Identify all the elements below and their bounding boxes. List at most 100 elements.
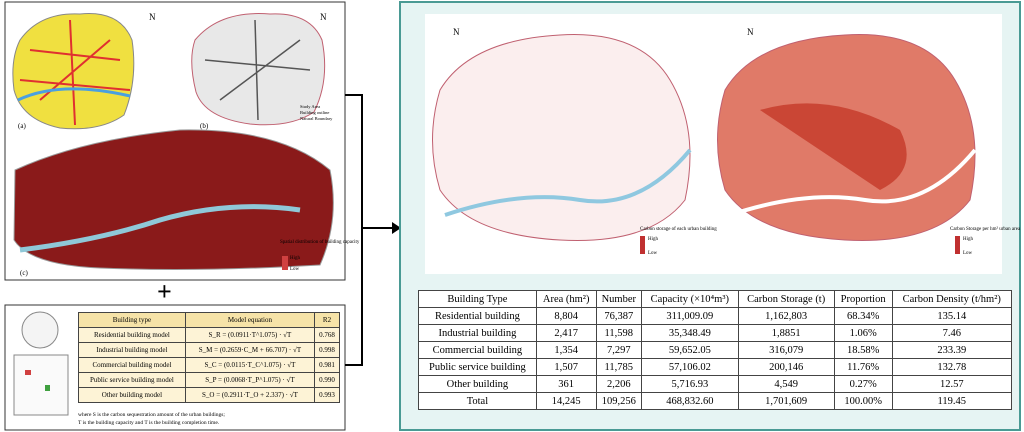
plus-sign: +: [157, 277, 172, 306]
table-cell: Other building: [418, 375, 537, 393]
table-cell: 0.990: [314, 372, 340, 388]
table-cell: 0.993: [314, 387, 340, 403]
result-table: Building Type Area (hm²) Number Capacity (×…: [418, 290, 1013, 410]
table-cell: 8,804: [535, 307, 597, 325]
table-cell: 233.39: [891, 341, 1013, 359]
sample-map: [13, 354, 69, 416]
study-area-icon: [21, 311, 59, 349]
table-cell: Public service building model: [78, 372, 186, 388]
table-cell: 12.57: [891, 375, 1013, 393]
table-cell: 7.46: [891, 324, 1013, 342]
header-cell: Area (hm²): [535, 290, 597, 308]
table-cell: 35,348.49: [641, 324, 739, 342]
table-cell: Total: [418, 392, 537, 410]
header-cell: Building type: [78, 312, 186, 328]
map-c: [13, 129, 334, 270]
table-cell: Commercial building: [418, 341, 537, 359]
table-cell: 132.78: [891, 358, 1013, 376]
table-cell: 4,549: [737, 375, 835, 393]
map-b-buildings: [204, 19, 311, 121]
table-row: Building Type Area (hm²) Number Capacity (×…: [418, 290, 1013, 308]
table-cell: 57,106.02: [641, 358, 739, 376]
table-cell: 1,507: [535, 358, 597, 376]
header-cell: Capacity (×10⁴m³): [641, 290, 739, 308]
table-cell: 119.45: [891, 392, 1013, 410]
table-cell: 59,652.05: [641, 341, 739, 359]
table-cell: S_C = (0.0115·T_C^1.075) · √T: [184, 357, 316, 373]
map-a-river: [17, 87, 131, 102]
table-cell: Other building model: [78, 387, 186, 403]
table-cell: 316,079: [737, 341, 835, 359]
table-cell: 200,146: [737, 358, 835, 376]
table-row: Industrial building 2,417 11,598 35,348.49 1…: [418, 324, 1013, 342]
table-cell: 100.00%: [833, 392, 893, 410]
map-legend-title: Carbon storage of each urban building: [640, 227, 717, 232]
table-cell: 311,009.09: [641, 307, 739, 325]
table-row: Commercial building model S_C = (0.0115·T…: [78, 357, 340, 373]
legend-label: Study Area: [300, 104, 320, 109]
header-cell: Model equation: [184, 312, 316, 328]
legend-label: Low: [648, 251, 658, 256]
header-cell: Carbon Density (t/hm²): [891, 290, 1013, 308]
sample: [45, 385, 50, 391]
legend-label: High: [648, 237, 659, 242]
header-cell: Proportion: [833, 290, 893, 308]
map-d-river: [444, 148, 692, 217]
table-cell: 76,387: [595, 307, 643, 325]
table-cell: 135.14: [891, 307, 1013, 325]
table-cell: 11,785: [595, 358, 643, 376]
map-a-roads: [19, 19, 131, 126]
connector: [345, 94, 392, 366]
sample: [25, 370, 31, 375]
table-cell: Commercial building model: [78, 357, 186, 373]
map-e-river: [729, 148, 977, 217]
table-cell: S_O = (0.2911·T_O + 2.337) · √T: [184, 387, 316, 403]
map-e-core: [760, 103, 907, 190]
table-cell: 1,8851: [737, 324, 835, 342]
table-row: Public service building 1,507 11,785 57,106…: [418, 358, 1013, 376]
table-cell: 11.76%: [833, 358, 893, 376]
map-caption: (c): [20, 269, 28, 277]
table-row: Commercial building 1,354 7,297 59,652.05 31…: [418, 341, 1013, 359]
table-cell: Residential building model: [78, 327, 186, 343]
map-caption: (b): [200, 122, 209, 130]
table-cell: 18.58%: [833, 341, 893, 359]
legend-label: Low: [290, 267, 300, 272]
table-cell: 361: [535, 375, 597, 393]
table-cell: S_P = (0.0068·T_P^1.075) · √T: [184, 372, 316, 388]
table-cell: 5,716.93: [641, 375, 739, 393]
table-cell: Industrial building: [418, 324, 537, 342]
header-cell: Building Type: [418, 290, 537, 308]
table-cell: S_M = (0.2659·C_M + 66.707) · √T: [184, 342, 316, 358]
table-cell: S_R = (0.0911·T^1.075) · √T: [184, 327, 316, 343]
table-cell: 0.768: [314, 327, 340, 343]
table-cell: 7,297: [595, 341, 643, 359]
north-arrow: N: [320, 12, 327, 22]
table-cell: 1,354: [535, 341, 597, 359]
legend-label: High: [963, 237, 974, 242]
table-row: Other building model S_O = (0.2911·T_O + …: [78, 387, 340, 403]
legend-label: Natural Boundary: [300, 116, 333, 121]
table-cell: 0.998: [314, 342, 340, 358]
table-cell: 1,162,803: [737, 307, 835, 325]
legend-ramp: [282, 256, 288, 270]
model-table: Building type Model equation R2 Residential…: [78, 312, 340, 403]
table-row: Other building 361 2,206 5,716.93 4,549 0.27%…: [418, 375, 1013, 393]
north-arrow: N: [453, 27, 460, 37]
table-cell: 2,417: [535, 324, 597, 342]
table-cell: Public service building: [418, 358, 537, 376]
legend-label: Low: [963, 251, 973, 256]
table-cell: 0.981: [314, 357, 340, 373]
map-legend-title: Spatial distribution of building capacit…: [280, 240, 360, 245]
table-cell: 1,701,609: [737, 392, 835, 410]
table-row: Industrial building model S_M = (0.2659·C…: [78, 342, 340, 358]
header-cell: R2: [314, 312, 340, 328]
table-row: Total 14,245 109,256 468,832.60 1,701,609 100…: [418, 392, 1013, 410]
legend-label: Building outline: [300, 110, 329, 115]
header-cell: Number: [595, 290, 643, 308]
map-c-river: [19, 204, 301, 253]
arrow-head: [392, 222, 401, 234]
table-cell: Industrial building model: [78, 342, 186, 358]
north-arrow: N: [149, 12, 156, 22]
